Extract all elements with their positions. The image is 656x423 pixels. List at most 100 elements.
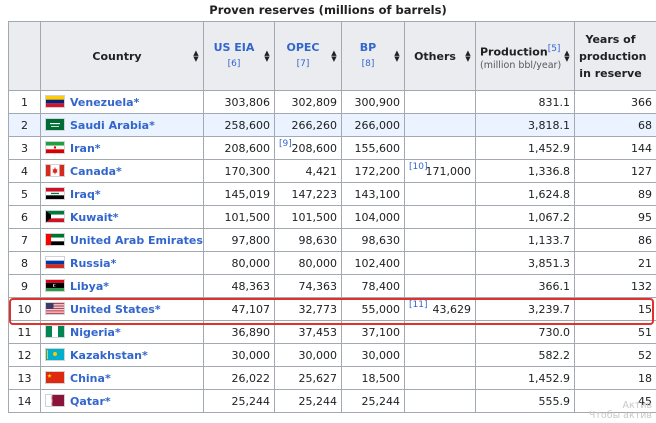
opec-cell: 98,630 <box>274 228 342 252</box>
sort-arrows-icon[interactable]: ▲ ▼ <box>564 49 570 63</box>
country-link[interactable]: China <box>70 372 105 385</box>
opec-header[interactable]: OPEC [7] ▲ ▼ <box>274 21 342 91</box>
production-cell: 582.2 <box>475 343 575 367</box>
us-eia-cell: 208,600 <box>203 136 275 160</box>
sort-arrows-icon[interactable]: ▲ ▼ <box>264 49 270 63</box>
rank-cell: 5 <box>8 182 41 206</box>
rank-cell: 4 <box>8 159 41 183</box>
others-cell-ref[interactable]: [10] <box>409 162 428 172</box>
sort-arrows-icon[interactable]: ▲ ▼ <box>193 49 199 63</box>
bp-cell: 55,000 <box>341 297 405 321</box>
us-eia-cell: 36,890 <box>203 320 275 344</box>
canada-flag-icon <box>45 164 65 177</box>
others-cell <box>404 136 476 160</box>
country-star: * <box>94 188 101 201</box>
others-cell-ref[interactable]: [11] <box>409 300 428 310</box>
table-caption: Proven reserves (millions of barrels) <box>209 3 447 17</box>
years-cell: 86 <box>574 228 656 252</box>
others-cell: [11] 43,629 <box>404 297 476 321</box>
production-cell: 730.0 <box>475 320 575 344</box>
country-link[interactable]: Iraq <box>70 188 95 201</box>
opec-cell: 302,809 <box>274 90 342 114</box>
sort-arrows-icon[interactable]: ▲ ▼ <box>331 49 337 63</box>
country-link[interactable]: Saudi Arabia <box>70 119 150 132</box>
rank-cell: 10 <box>8 297 41 321</box>
country-star: * <box>133 96 140 109</box>
iraq-flag-icon <box>45 187 65 200</box>
table-row: 14 Qatar* 25,244 25,244 25,244 555.9 45 <box>8 389 656 413</box>
watermark-line2: Чтобы актив <box>588 410 652 421</box>
header-row: Country ▲ ▼ US EIA [6] ▲ ▼ OPEC [7] ▲ ▼ BP … <box>8 21 656 91</box>
opec-cell: 147,223 <box>274 182 342 206</box>
table-row: 8 Russia* 80,000 80,000 102,400 3,851.3 21 <box>8 251 656 275</box>
country-link[interactable]: Kazakhstan <box>70 349 142 362</box>
others-value: 43,629 <box>432 302 472 316</box>
country-star: * <box>94 142 101 155</box>
opec-ref[interactable]: [7] <box>296 59 310 69</box>
bp-cell: 98,630 <box>341 228 405 252</box>
country-link[interactable]: United States <box>70 303 155 316</box>
others-header[interactable]: Others ▲ ▼ <box>404 21 476 91</box>
activation-watermark: Актив Чтобы актив <box>589 401 652 421</box>
bp-header[interactable]: BP [8] ▲ ▼ <box>341 21 405 91</box>
country-link[interactable]: Russia <box>70 257 111 270</box>
opec-value: 30,000 <box>298 348 338 362</box>
us-eia-header[interactable]: US EIA [6] ▲ ▼ <box>203 21 275 91</box>
country-link[interactable]: Kuwait <box>70 211 113 224</box>
sort-arrows-icon[interactable]: ▲ ▼ <box>394 49 400 63</box>
country-link[interactable]: Libya <box>70 280 104 293</box>
country-star: * <box>104 395 111 408</box>
country-cell: Saudi Arabia* <box>40 113 204 137</box>
production-cell: 1,452.9 <box>475 366 575 390</box>
bp-cell: 300,900 <box>341 90 405 114</box>
country-star: * <box>104 372 111 385</box>
country-star: * <box>154 303 161 316</box>
years-cell: 95 <box>574 205 656 229</box>
country-link[interactable]: Venezuela <box>70 96 134 109</box>
us-eia-cell: 80,000 <box>203 251 275 275</box>
opec-value: 98,630 <box>298 233 338 247</box>
country-cell: Canada* <box>40 159 204 183</box>
table-row: 1 Venezuela* 303,806 302,809 300,900 831.1 366 <box>8 90 656 114</box>
years-header-line2: production <box>579 49 647 63</box>
country-link[interactable]: Canada <box>70 165 117 178</box>
country-star: * <box>110 257 117 270</box>
country-link[interactable]: Iran <box>70 142 95 155</box>
bp-link[interactable]: BP <box>359 41 377 54</box>
years-cell: 52 <box>574 343 656 367</box>
country-cell: Libya* <box>40 274 204 298</box>
table-row: 9 Libya* 48,363 74,363 78,400 366.1 132 <box>8 274 656 298</box>
opec-cell: 4,421 <box>274 159 342 183</box>
others-cell <box>404 343 476 367</box>
production-ref[interactable]: [5] <box>547 43 561 54</box>
country-link[interactable]: Nigeria <box>70 326 115 339</box>
opec-cell: 266,260 <box>274 113 342 137</box>
opec-cell: [9] 208,600 <box>274 136 342 160</box>
us-eia-ref[interactable]: [6] <box>227 59 241 69</box>
years-cell: 45 <box>574 389 656 413</box>
opec-link[interactable]: OPEC <box>286 41 320 54</box>
country-header[interactable]: Country ▲ ▼ <box>40 21 204 91</box>
country-link[interactable]: Qatar <box>70 395 105 408</box>
opec-cell-ref[interactable]: [9] <box>279 139 292 149</box>
production-cell: 3,239.7 <box>475 297 575 321</box>
us-eia-cell: 25,244 <box>203 389 275 413</box>
table-row: 6 Kuwait* 101,500 101,500 104,000 1,067.2 95 <box>8 205 656 229</box>
us-eia-link[interactable]: US EIA <box>213 41 255 54</box>
production-cell: 1,336.8 <box>475 159 575 183</box>
others-cell <box>404 113 476 137</box>
sort-arrows-icon[interactable]: ▲ ▼ <box>465 49 471 63</box>
opec-cell: 101,500 <box>274 205 342 229</box>
rank-cell: 9 <box>8 274 41 298</box>
russia-flag-icon <box>45 256 65 269</box>
country-link[interactable]: United Arab Emirates <box>70 234 203 247</box>
bp-cell: 78,400 <box>341 274 405 298</box>
opec-value: 32,773 <box>298 302 338 316</box>
rank-cell: 13 <box>8 366 41 390</box>
production-header[interactable]: Production[5] (million bbl/year) ▲ ▼ <box>475 21 575 91</box>
rank-cell: 1 <box>8 90 41 114</box>
table-row: 12 Kazakhstan* 30,000 30,000 30,000 582.2 52 <box>8 343 656 367</box>
years-header[interactable]: Years of production in reserve <box>574 21 656 91</box>
bp-ref[interactable]: [8] <box>361 59 375 69</box>
nigeria-flag-icon <box>45 325 65 338</box>
